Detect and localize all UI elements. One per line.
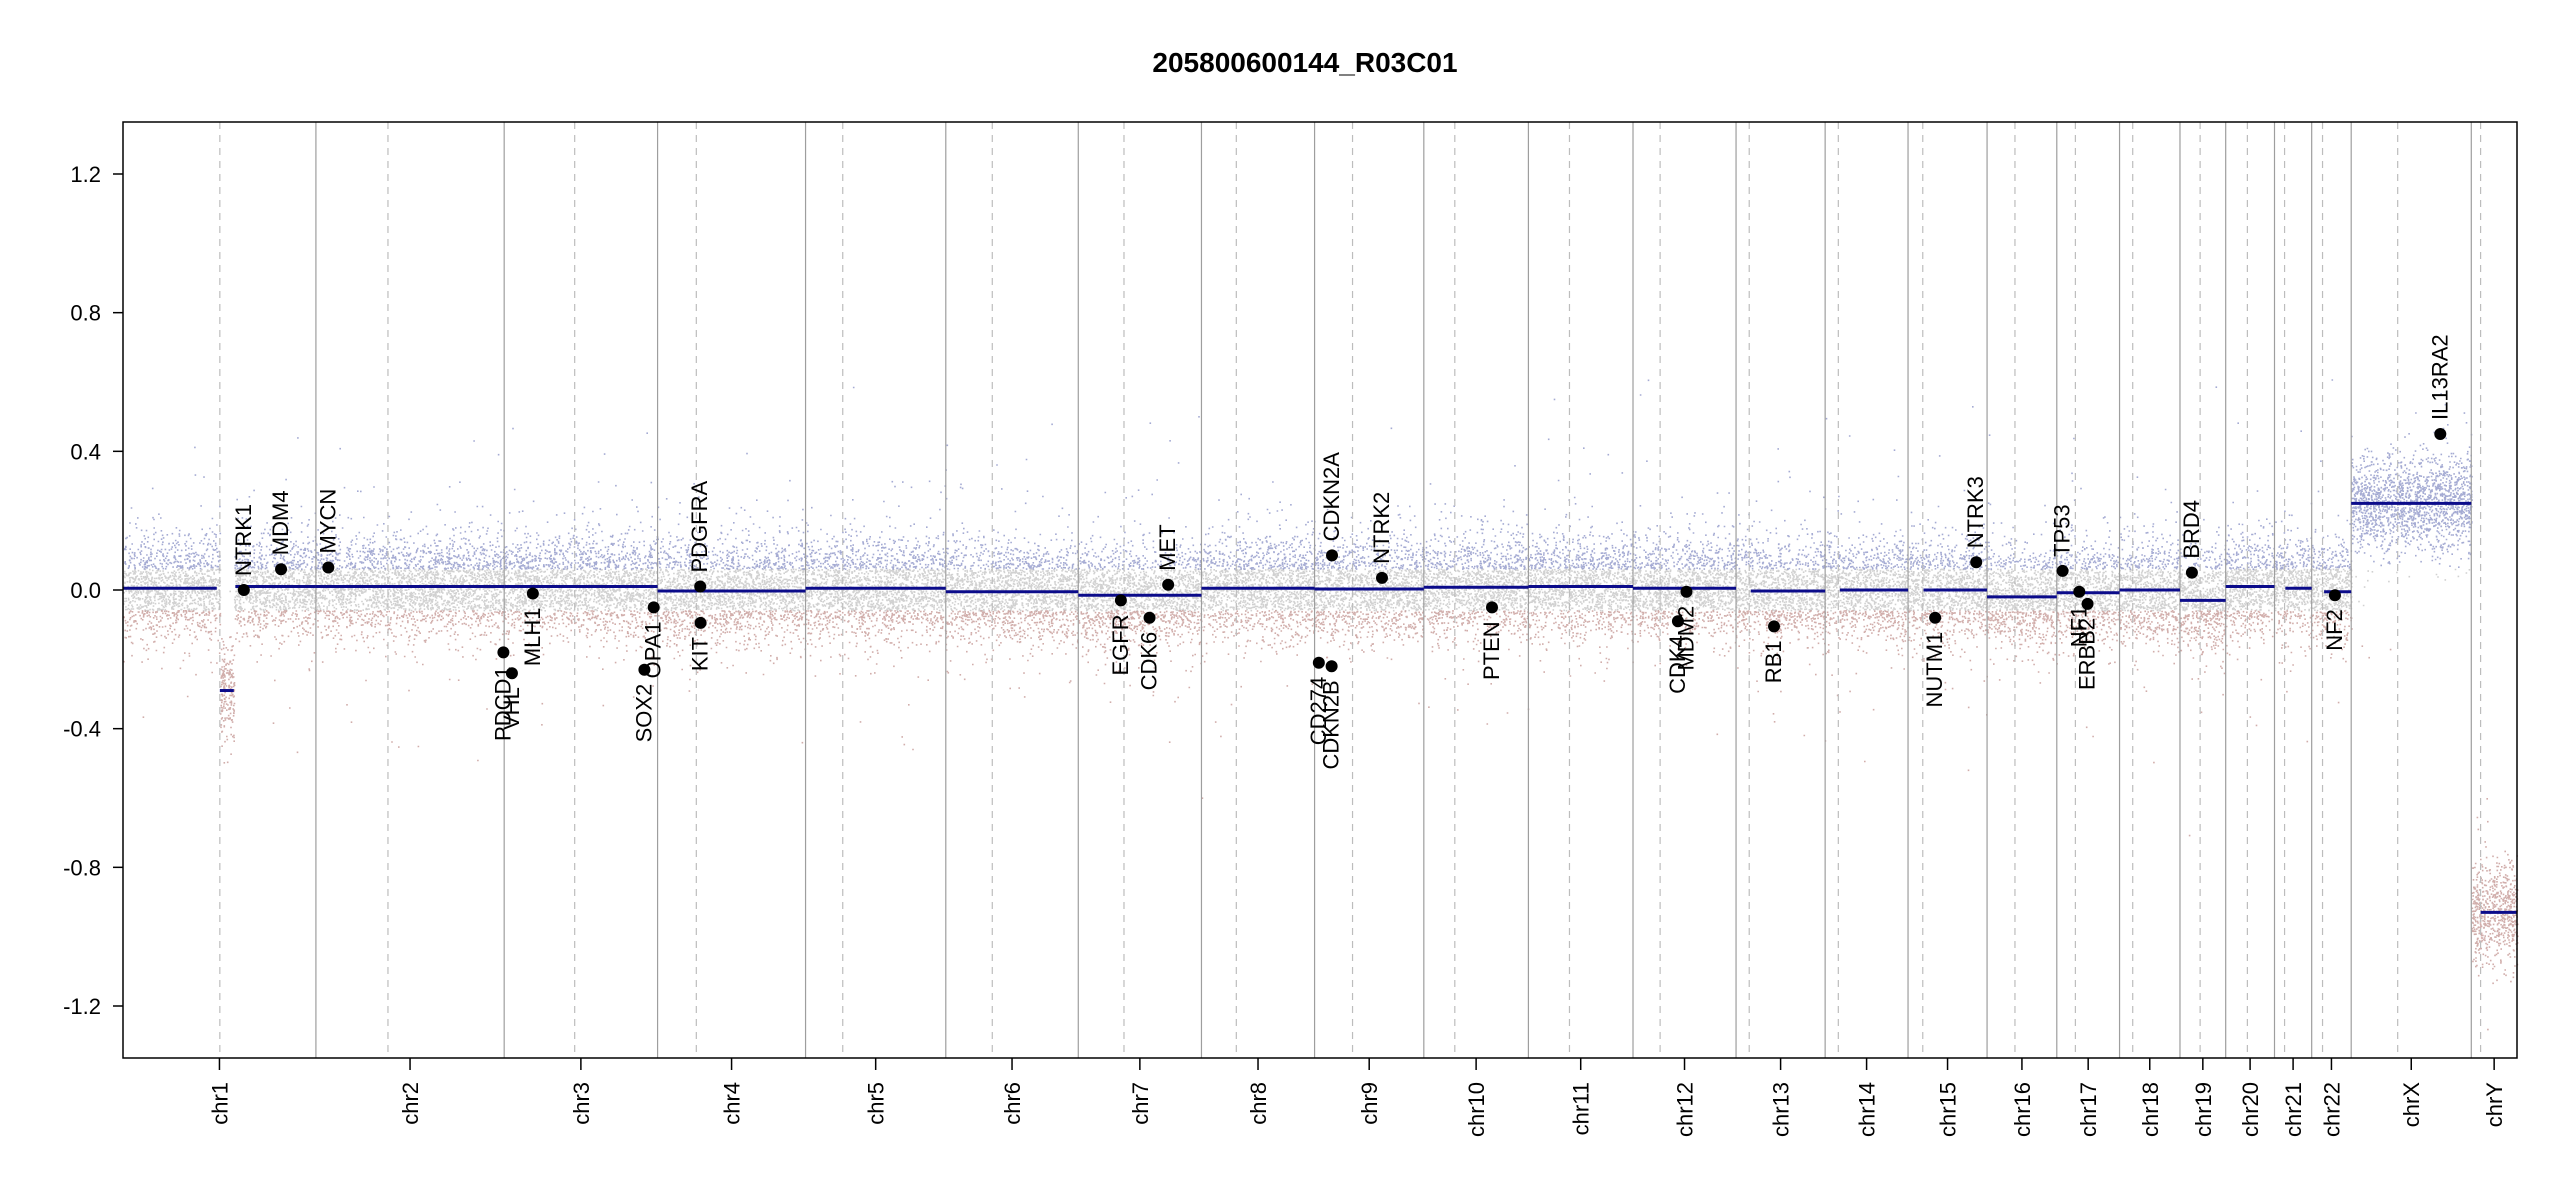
y-tick-label: -0.8	[63, 855, 101, 880]
gene-label-NUTM1: NUTM1	[1922, 632, 1947, 708]
gene-point-CDK4	[1671, 615, 1684, 628]
gene-label-EGFR: EGFR	[1108, 614, 1133, 675]
gene-point-NF2	[2328, 589, 2341, 602]
x-tick-label-chr5: chr5	[864, 1082, 889, 1125]
gene-point-CDKN2A	[1326, 549, 1339, 562]
gene-point-MYCN	[322, 561, 335, 574]
x-tick-label-chr4: chr4	[720, 1082, 745, 1125]
gene-label-MET: MET	[1155, 524, 1180, 570]
gene-point-NTRK2	[1375, 571, 1388, 584]
x-tick-label-chr19: chr19	[2191, 1082, 2216, 1137]
gene-point-NUTM1	[1929, 611, 1942, 624]
chart-title: 205800600144_R03C01	[1152, 47, 1457, 78]
gain-probe-points	[123, 379, 2473, 570]
gene-point-VHL	[505, 667, 518, 680]
x-tick-label-chr17: chr17	[2076, 1082, 2101, 1137]
x-tick-label-chr11: chr11	[1569, 1082, 1594, 1135]
x-tick-label-chr2: chr2	[398, 1082, 423, 1125]
gene-label-VHL: VHL	[499, 687, 524, 730]
x-tick-label-chr16: chr16	[2010, 1082, 2035, 1137]
gene-point-PDCD1	[497, 646, 510, 659]
gene-point-MDM4	[275, 563, 288, 576]
gene-point-CD274	[1312, 656, 1325, 669]
gene-label-MDM4: MDM4	[268, 490, 293, 555]
gene-point-NF1	[2073, 585, 2086, 598]
x-tick-label-chr20: chr20	[2238, 1082, 2263, 1137]
gene-point-MLH1	[526, 587, 539, 600]
gene-label-NTRK3: NTRK3	[1963, 476, 1988, 548]
x-tick-label-chr21: chr21	[2281, 1082, 2306, 1137]
x-tick-label-chr7: chr7	[1128, 1082, 1153, 1125]
gene-point-NTRK1	[237, 584, 250, 596]
x-tick-label-chr3: chr3	[569, 1082, 594, 1125]
gene-point-CDK6	[1143, 611, 1156, 624]
gene-label-NTRK1: NTRK1	[231, 504, 256, 576]
gene-label-KIT: KIT	[688, 637, 713, 671]
loss-probe-points	[123, 610, 2519, 1031]
gene-label-MDM2: MDM2	[1673, 606, 1698, 671]
gene-point-MET	[1162, 578, 1175, 591]
gene-label-PTEN: PTEN	[1479, 621, 1504, 680]
y-tick-label: 0.8	[70, 301, 101, 326]
x-tick-label-chr13: chr13	[1769, 1082, 1794, 1137]
x-tick-label-chr12: chr12	[1673, 1082, 1698, 1137]
x-tick-label-chr14: chr14	[1855, 1082, 1880, 1137]
x-tick-label-chrY: chrY	[2482, 1082, 2507, 1128]
y-tick-label: 1.2	[70, 162, 101, 187]
gene-label-ERBB2: ERBB2	[2075, 618, 2100, 690]
x-tick-label-chr6: chr6	[1000, 1082, 1025, 1125]
gene-label-IL13RA2: IL13RA2	[2427, 334, 2452, 420]
x-tick-label-chr10: chr10	[1464, 1082, 1489, 1137]
gene-label-CD274: CD274	[1306, 677, 1331, 745]
gene-point-BRD4	[2185, 566, 2198, 579]
gene-label-CDKN2A: CDKN2A	[1319, 452, 1344, 542]
axes: -1.2 -0.8 -0.4 0.0 0.4 0.8 1.2 chr1 chr2 chr3 chr4…	[63, 121, 2518, 1137]
segments	[123, 501, 2517, 914]
gene-label-CDK4: CDK4	[1665, 635, 1690, 694]
gene-label-TP53: TP53	[2050, 504, 2075, 557]
gene-point-CDKN2B	[1325, 660, 1338, 673]
gene-point-MDM2	[1680, 585, 1693, 598]
x-tick-label-chr8: chr8	[1246, 1082, 1271, 1125]
gene-point-NTRK3	[1970, 556, 1983, 569]
gene-label-NTRK2: NTRK2	[1369, 492, 1394, 564]
gene-point-ERBB2	[2081, 597, 2094, 610]
gene-point-PDGFRA	[694, 580, 707, 593]
y-tick-label: -0.4	[63, 717, 101, 742]
gene-label-NF2: NF2	[2322, 609, 2347, 651]
gene-label-NF1: NF1	[2066, 606, 2091, 648]
gene-label-CDK6: CDK6	[1137, 632, 1162, 691]
gene-annotations: NTRK1 MDM4 MYCNPDCD1VHLMLH1SOX2OPA1PDGFRAK…	[231, 334, 2452, 769]
gene-point-EGFR	[1114, 594, 1127, 607]
x-tick-label-chr1: chr1	[207, 1082, 232, 1125]
gene-label-OPA1: OPA1	[641, 621, 666, 678]
gene-point-IL13RA2	[2434, 428, 2447, 440]
neutral-probe-points	[123, 568, 2471, 612]
gene-label-SOX2: SOX2	[631, 684, 656, 743]
x-tick-label-chr22: chr22	[2319, 1082, 2344, 1137]
y-tick-label: -1.2	[63, 994, 101, 1019]
gene-point-RB1	[1768, 620, 1781, 633]
gene-label-BRD4: BRD4	[2179, 500, 2204, 559]
gene-label-RB1: RB1	[1761, 640, 1786, 683]
gene-point-SOX2	[638, 663, 651, 676]
gene-point-TP53	[2056, 564, 2069, 577]
y-tick-label: 0.0	[70, 578, 101, 603]
gene-point-PTEN	[1485, 601, 1498, 614]
x-tick-label-chr15: chr15	[1936, 1082, 1961, 1137]
gene-point-KIT	[694, 616, 707, 629]
gene-label-MYCN: MYCN	[315, 489, 340, 554]
gene-point-OPA1	[647, 601, 660, 614]
y-tick-label: 0.4	[70, 439, 101, 464]
gene-label-PDGFRA: PDGFRA	[687, 481, 712, 573]
x-tick-label-chr9: chr9	[1357, 1082, 1382, 1125]
x-tick-label-chr18: chr18	[2138, 1082, 2163, 1137]
gene-label-MLH1: MLH1	[520, 607, 545, 666]
gene-label-CDKN2B: CDKN2B	[1319, 680, 1344, 769]
x-tick-label-chrX: chrX	[2399, 1082, 2424, 1128]
